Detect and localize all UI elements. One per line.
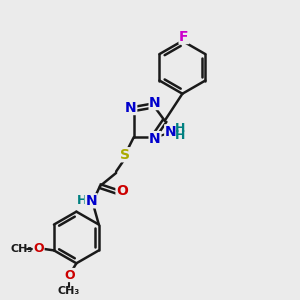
Text: H: H	[175, 122, 185, 135]
Text: O: O	[64, 268, 75, 281]
Text: N: N	[165, 125, 176, 139]
Text: F: F	[179, 29, 189, 44]
Text: H: H	[77, 194, 88, 207]
Text: H: H	[175, 129, 185, 142]
Text: O: O	[116, 184, 128, 198]
Text: N: N	[125, 100, 137, 115]
Text: CH₃: CH₃	[11, 244, 33, 254]
Text: N: N	[149, 95, 161, 110]
Text: N: N	[149, 132, 161, 145]
Text: O: O	[33, 242, 44, 255]
Text: S: S	[120, 148, 130, 162]
Text: N: N	[85, 194, 97, 208]
Text: CH₃: CH₃	[58, 286, 80, 296]
